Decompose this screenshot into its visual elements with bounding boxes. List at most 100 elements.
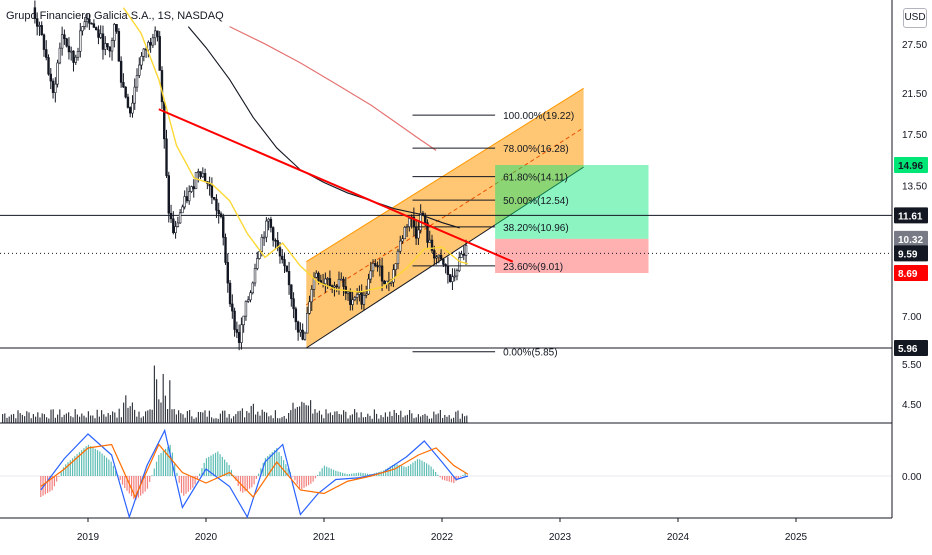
volume-bar (444, 414, 446, 423)
candle-body (267, 218, 270, 222)
macd-histogram-bar (56, 476, 58, 482)
volume-bar (197, 411, 199, 423)
candle-body (70, 50, 73, 53)
volume-bar (259, 415, 261, 423)
candle-body (63, 34, 66, 40)
moving-average-mid (187, 26, 460, 229)
volume-bar (279, 418, 281, 423)
volume-bar (171, 409, 173, 423)
currency-button[interactable]: USD (903, 8, 927, 28)
macd-histogram-bar (294, 476, 296, 481)
candle-body (194, 172, 198, 190)
candle-body (172, 218, 175, 234)
volume-bar (457, 410, 459, 423)
macd-histogram-bar (142, 476, 144, 494)
candle-body (435, 256, 438, 259)
candle-body (360, 292, 363, 305)
macd-histogram-bar (337, 471, 339, 476)
candle-body (260, 237, 264, 252)
macd-layer (0, 422, 892, 520)
candle-body (65, 38, 68, 47)
volume-bar (76, 414, 78, 423)
macd-histogram-bar (83, 448, 85, 476)
volume-bar (107, 412, 109, 423)
volume-bar (54, 417, 56, 423)
macd-histogram-bar (194, 476, 196, 485)
candle-body (244, 301, 248, 317)
volume-bar (345, 411, 347, 423)
candle-body (396, 250, 400, 265)
profit-target-zone[interactable] (495, 165, 649, 239)
candle-body (217, 209, 220, 215)
candle-body (67, 45, 71, 53)
candle-body (131, 102, 134, 114)
macd-histogram-bar (49, 476, 51, 492)
candle-body (355, 294, 359, 298)
volume-bar (175, 414, 177, 423)
candle-body (281, 255, 284, 260)
volume-bar (134, 409, 136, 423)
candle-body (333, 285, 336, 288)
candle-body (258, 250, 261, 259)
volume-bar (442, 417, 444, 423)
downtrend-line[interactable] (158, 108, 514, 263)
macd-histogram-bar (108, 459, 110, 476)
macd-histogram-bar (382, 470, 385, 476)
volume-bar (39, 417, 41, 423)
macd-histogram-bar (305, 476, 307, 487)
candle-body (353, 297, 357, 301)
channel-lower-line[interactable] (306, 166, 584, 349)
volume-bar (156, 379, 158, 423)
macd-histogram-bar (42, 476, 44, 496)
volume-bar (15, 418, 17, 423)
macd-histogram-bar (391, 465, 394, 476)
volume-bar (61, 417, 63, 423)
macd-histogram-bar (106, 457, 108, 476)
price-badge-label: 14.96 (898, 161, 923, 172)
time-tick-label: 2021 (313, 532, 336, 543)
candle-body (442, 258, 445, 265)
volume-bar (349, 415, 351, 423)
macd-histogram-bar (448, 476, 450, 482)
candle-body (88, 18, 91, 24)
macd-histogram-bar (137, 476, 139, 498)
macd-histogram-bar (387, 467, 389, 476)
macd-histogram-bar (246, 476, 248, 490)
volume-bar (466, 415, 468, 423)
volume-bar (250, 405, 252, 423)
macd-histogram-bar (353, 473, 355, 476)
volume-bar (268, 416, 270, 423)
macd-histogram-bar (339, 472, 341, 476)
price-badge (894, 207, 928, 224)
macd-histogram-bar (258, 473, 260, 476)
volume-bar (72, 417, 74, 423)
channel-median-line[interactable] (306, 127, 584, 306)
stop-loss-zone[interactable] (495, 238, 649, 274)
macd-histogram-bar (407, 465, 410, 476)
volume-bar (145, 411, 147, 423)
time-tick-label: 2025 (785, 532, 808, 543)
macd-histogram-bar (196, 476, 198, 479)
candle-body (414, 226, 418, 239)
macd-histogram-bar (110, 461, 112, 476)
time-tick-label: 2020 (195, 532, 218, 543)
volume-bar (343, 410, 345, 423)
candle-body (278, 247, 282, 257)
volume-bar (202, 412, 204, 423)
volume-bar (24, 416, 26, 423)
candle-body (342, 278, 345, 287)
macd-histogram-bar (81, 450, 83, 476)
volume-bar (228, 414, 230, 423)
volume-bar (252, 403, 254, 423)
channel-upper-line[interactable] (306, 87, 584, 263)
candle-body (97, 29, 100, 38)
candle-body (94, 27, 98, 31)
volume-bar (26, 411, 28, 423)
candle-body (90, 22, 93, 25)
candle-body (81, 26, 84, 32)
macd-histogram-bar (437, 474, 439, 476)
macd-histogram-bar (47, 476, 49, 493)
volume-bar (30, 418, 32, 423)
